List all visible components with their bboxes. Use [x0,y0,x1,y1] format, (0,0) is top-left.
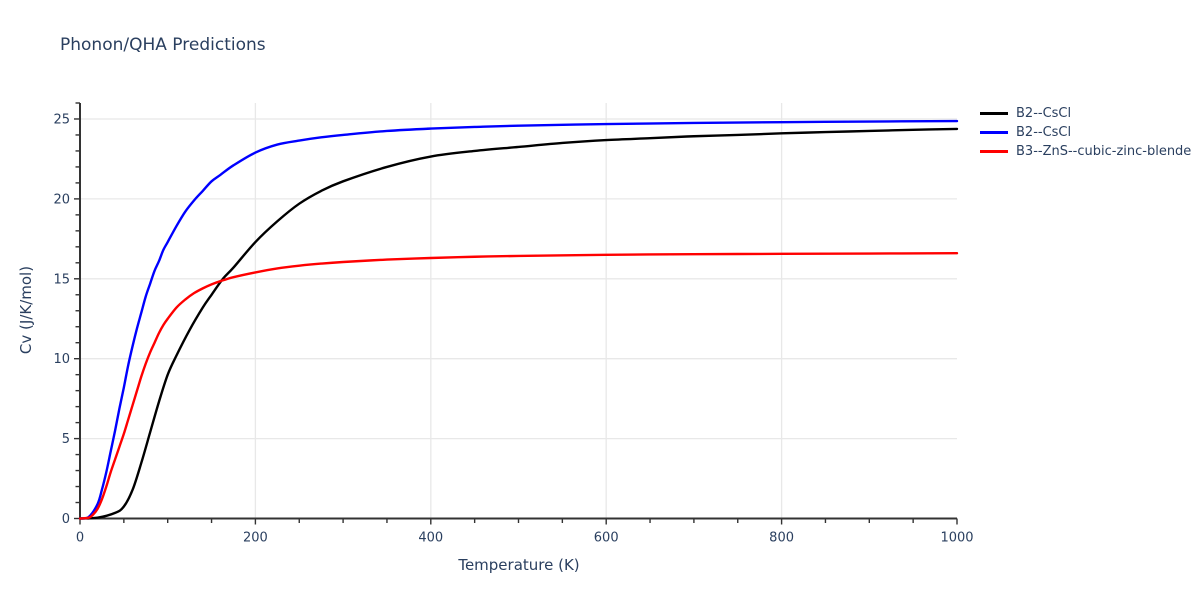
y-tick-label: 15 [53,272,70,287]
series-line-b2-cscl-blue[interactable] [78,119,959,520]
legend-label: B2--CsCl [1016,125,1072,140]
x-tick-label: 0 [76,531,84,546]
y-tick-label: 10 [53,352,70,367]
legend: B2--CsCl B2--CsCl B3--ZnS--cubic-zinc-bl… [980,104,1191,161]
chart-title: Phonon/QHA Predictions [60,35,266,55]
x-tick-label: 800 [769,531,794,546]
x-tick-label: 1000 [940,531,973,546]
x-tick-label: 600 [594,531,619,546]
x-axis-title: Temperature (K) [458,556,580,574]
x-tick-label: 400 [418,531,443,546]
y-axis-title: Cv (J/K/mol) [17,265,35,355]
y-tick-label: 5 [62,432,70,447]
legend-line-swatch-blue [980,131,1008,134]
legend-item-b2-cscl-blue[interactable]: B2--CsCl [980,123,1191,142]
legend-label: B3--ZnS--cubic-zinc-blende [1016,144,1192,159]
legend-item-b3-zns[interactable]: B3--ZnS--cubic-zinc-blende [980,142,1191,161]
legend-label: B2--CsCl [1016,106,1072,121]
legend-line-swatch-red [980,150,1008,153]
x-tick-label: 200 [243,531,268,546]
legend-item-b2-cscl-black[interactable]: B2--CsCl [980,104,1191,123]
series-line-b3-zns-red[interactable] [78,252,959,520]
series-line-b2-cscl-black[interactable] [78,127,959,520]
y-tick-label: 20 [53,192,70,207]
legend-line-swatch-black [980,112,1008,115]
y-tick-label: 0 [62,512,70,527]
y-tick-label: 25 [53,112,70,127]
